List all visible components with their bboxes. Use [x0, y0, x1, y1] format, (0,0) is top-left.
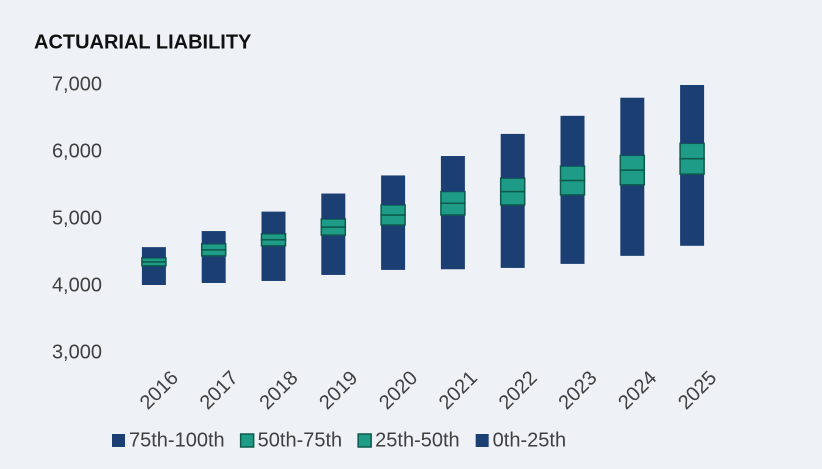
- bar-segment: [321, 193, 346, 219]
- bar-segment: [201, 231, 226, 244]
- bar-segment: [619, 154, 646, 171]
- legend-label: 50th-75th: [258, 429, 343, 451]
- bar-segment: [260, 232, 287, 241]
- bar-segment: [141, 265, 166, 285]
- bar-segment: [499, 177, 526, 193]
- legend-label: 25th-50th: [375, 429, 460, 451]
- y-tick-label: 7,000: [52, 73, 102, 95]
- bar-segment: [260, 239, 287, 247]
- bar-segment: [261, 245, 286, 281]
- bar-segment: [200, 249, 227, 257]
- bar-segment: [679, 157, 705, 175]
- bar-segment: [380, 204, 406, 216]
- bar-segment: [440, 214, 465, 270]
- bar-segment: [200, 243, 227, 251]
- y-tick-label: 6,000: [52, 140, 102, 162]
- chart-title: ACTUARIAL LIABILITY: [34, 31, 252, 53]
- bar-segment: [560, 115, 585, 167]
- bar-segment: [499, 190, 526, 206]
- bar-segment: [680, 85, 705, 144]
- bar-segment: [381, 225, 406, 270]
- bar-segment: [619, 169, 646, 186]
- y-tick-label: 5,000: [52, 207, 102, 229]
- bar-segment: [440, 190, 466, 205]
- legend-label: 75th-100th: [129, 429, 225, 451]
- bar-segment: [320, 226, 347, 236]
- legend-swatch: [357, 433, 372, 448]
- bar-segment: [500, 204, 525, 268]
- bar-segment: [381, 175, 406, 205]
- bar-segment: [440, 156, 465, 192]
- legend-swatch: [239, 433, 255, 448]
- bar-segment: [440, 202, 466, 216]
- bar-segment: [141, 257, 167, 263]
- bar-segment: [321, 235, 346, 275]
- bar-segment: [559, 165, 586, 182]
- bar-segment: [680, 174, 705, 246]
- legend-label: 0th-25th: [493, 429, 566, 451]
- y-tick-label: 4,000: [52, 274, 102, 296]
- bar-segment: [201, 255, 226, 283]
- bar-segment: [620, 184, 645, 256]
- y-tick-label: 3,000: [52, 341, 102, 363]
- bar-segment: [500, 133, 525, 179]
- bar-segment: [141, 247, 166, 258]
- legend-swatch: [112, 434, 125, 447]
- bar-segment: [560, 194, 585, 264]
- bar-segment: [380, 214, 406, 226]
- bar-segment: [261, 211, 286, 234]
- bar-segment: [620, 97, 645, 156]
- legend-swatch: [475, 434, 489, 447]
- bar-segment: [559, 179, 586, 196]
- bar-segment: [320, 218, 347, 228]
- bar-segment: [679, 142, 705, 160]
